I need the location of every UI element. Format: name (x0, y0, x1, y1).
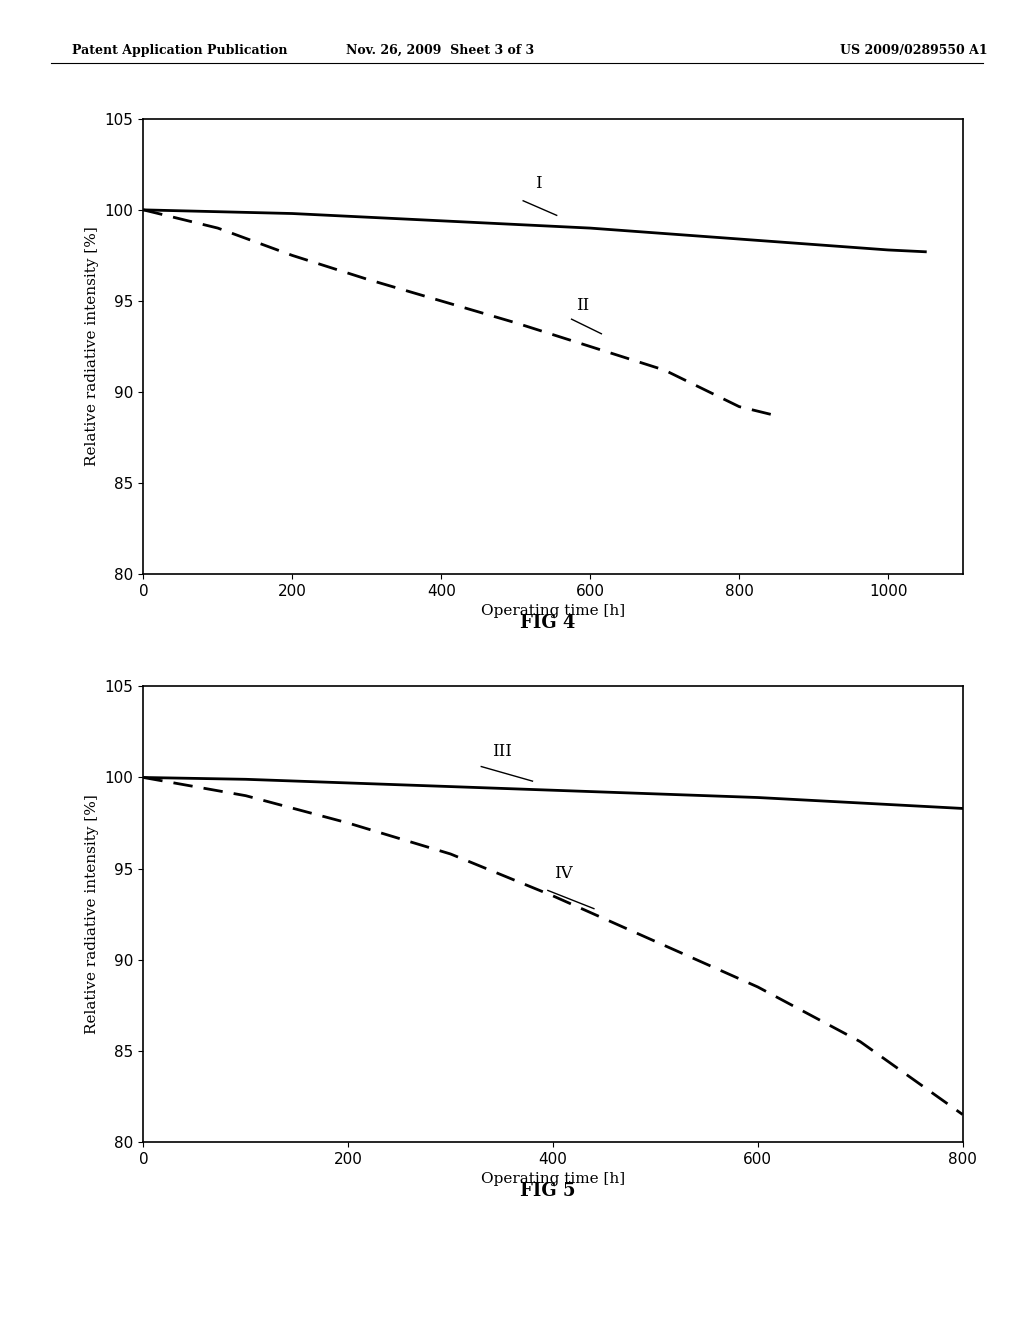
Text: IV: IV (554, 865, 572, 882)
X-axis label: Operating time [h]: Operating time [h] (481, 605, 625, 619)
Text: FIG 5: FIG 5 (520, 1181, 575, 1200)
Y-axis label: Relative radiative intensity [%]: Relative radiative intensity [%] (85, 795, 99, 1034)
X-axis label: Operating time [h]: Operating time [h] (481, 1172, 625, 1187)
Text: US 2009/0289550 A1: US 2009/0289550 A1 (840, 44, 987, 57)
Text: Patent Application Publication: Patent Application Publication (72, 44, 287, 57)
Text: II: II (577, 297, 590, 314)
Text: I: I (535, 176, 542, 191)
Text: III: III (492, 743, 512, 759)
Text: FIG 4: FIG 4 (520, 614, 575, 632)
Text: Nov. 26, 2009  Sheet 3 of 3: Nov. 26, 2009 Sheet 3 of 3 (346, 44, 535, 57)
Y-axis label: Relative radiative intensity [%]: Relative radiative intensity [%] (85, 227, 99, 466)
